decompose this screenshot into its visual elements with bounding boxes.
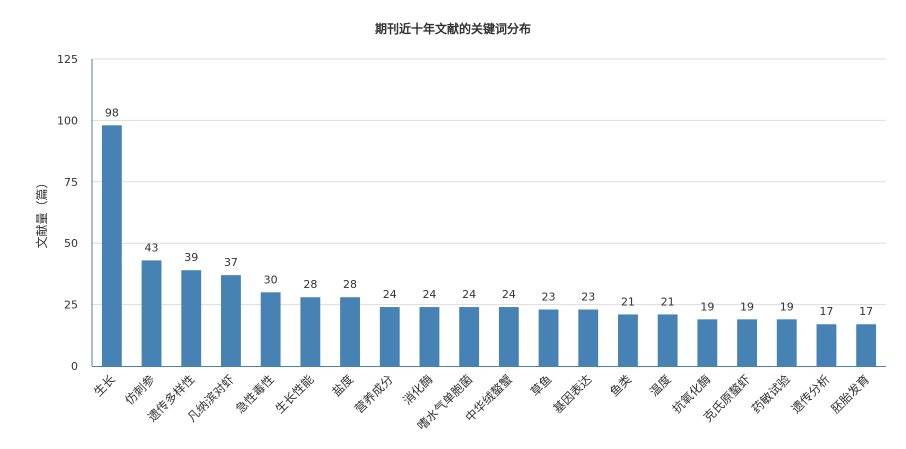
- y-tick-label: 25: [64, 299, 78, 312]
- data-label: 23: [542, 291, 556, 304]
- data-label: 19: [740, 300, 754, 313]
- bar: [181, 270, 202, 366]
- data-label: 24: [383, 288, 397, 301]
- data-label: 24: [462, 288, 476, 301]
- bar: [578, 309, 599, 366]
- bar: [300, 297, 321, 366]
- x-tick-label: 草鱼: [528, 372, 555, 399]
- x-tick-label: 生长性能: [273, 372, 317, 416]
- x-tick-label: 仿刺参: [122, 372, 158, 408]
- bar: [260, 292, 281, 366]
- data-label: 17: [859, 305, 873, 318]
- bar: [340, 297, 360, 366]
- x-tick-label: 遗传分析: [788, 372, 833, 417]
- x-tick-label: 基因表达: [551, 372, 595, 416]
- gridlines: [92, 58, 886, 306]
- y-axis-ticks: 0 25 50 75 100 125: [57, 53, 78, 373]
- bar: [221, 275, 241, 366]
- x-tick-label: 药敏试验: [748, 372, 793, 417]
- bar: [379, 307, 400, 366]
- x-tick-label: 盐度: [329, 372, 357, 400]
- data-label: 39: [184, 251, 198, 264]
- x-tick-label: 鱼类: [607, 372, 634, 399]
- data-label: 21: [621, 295, 635, 308]
- bar: [856, 324, 877, 366]
- y-tick-label: 75: [64, 176, 78, 189]
- data-label: 24: [502, 288, 516, 301]
- bar: [141, 260, 162, 366]
- bar: [498, 307, 519, 366]
- data-label: 17: [819, 305, 833, 318]
- x-tick-label: 营养成分: [351, 372, 396, 417]
- x-tick-label: 消化酶: [399, 372, 435, 408]
- chart-title: 期刊近十年文献的关键词分布: [374, 22, 531, 36]
- x-tick-label: 急性毒性: [232, 372, 277, 417]
- data-label: 28: [343, 278, 357, 291]
- bar: [459, 307, 480, 366]
- bar: [816, 324, 837, 366]
- data-label: 28: [303, 278, 317, 291]
- bars: [101, 125, 877, 366]
- y-tick-label: 50: [64, 237, 78, 250]
- data-labels: 98 43 39 37 30 28 28 24 24 24 24 23 23 21 21 19 19 19 17 17: [105, 106, 873, 318]
- data-label: 19: [700, 300, 714, 313]
- data-label: 43: [145, 241, 159, 254]
- bar: [618, 314, 638, 366]
- x-tick-label: 温度: [646, 372, 674, 400]
- x-tick-label: 生长: [91, 372, 118, 399]
- y-tick-label: 0: [71, 360, 78, 373]
- data-label: 19: [780, 300, 794, 313]
- bar: [697, 319, 718, 366]
- data-label: 21: [661, 295, 675, 308]
- bar: [419, 307, 440, 366]
- data-label: 30: [264, 273, 278, 286]
- bar: [657, 314, 678, 366]
- y-axis-title: 文献量（篇）: [34, 176, 49, 248]
- bar: [101, 125, 122, 366]
- data-label: 98: [105, 106, 119, 119]
- bar: [776, 319, 797, 366]
- bar: [538, 309, 559, 366]
- data-label: 24: [422, 288, 436, 301]
- y-tick-label: 100: [57, 114, 78, 127]
- x-tick-label: 胚胎发育: [828, 372, 873, 417]
- bar: [737, 319, 757, 366]
- y-tick-label: 125: [57, 53, 78, 66]
- data-label: 37: [224, 256, 238, 269]
- data-label: 23: [581, 291, 595, 304]
